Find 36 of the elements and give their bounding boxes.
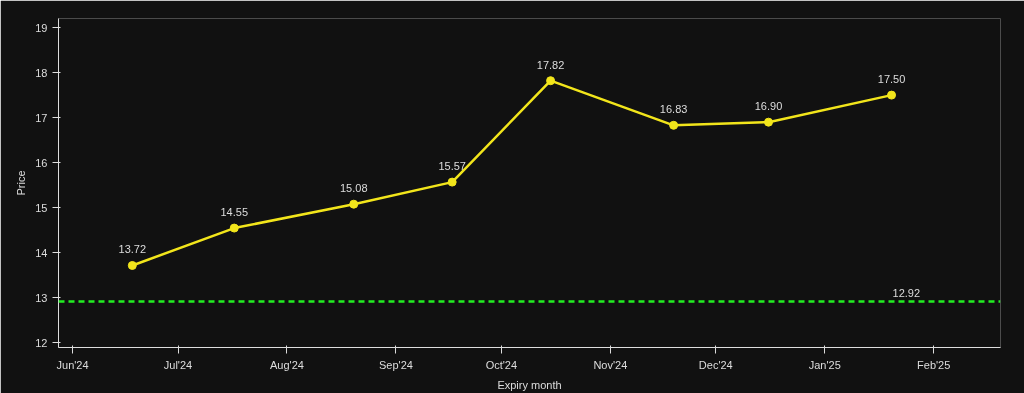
data-label: 14.55: [220, 206, 249, 219]
x-tick-label: Aug'24: [270, 358, 304, 371]
data-label: 16.83: [659, 103, 688, 116]
data-label: 17.82: [536, 58, 565, 71]
x-tick-label: Dec'24: [698, 358, 733, 371]
x-tick-label: Nov'24: [593, 358, 628, 371]
y-tick-label: 14: [35, 246, 48, 259]
data-label: 15.57: [438, 160, 466, 173]
point: [764, 117, 774, 127]
y-tick-label: 19: [35, 21, 48, 34]
y-tick-label: 13: [35, 291, 48, 304]
point: [887, 90, 897, 100]
y-tick-label: 18: [35, 66, 48, 79]
data-label: 16.90: [754, 100, 783, 113]
data-label: 15.08: [339, 182, 368, 195]
data-label: 13.72: [118, 243, 147, 256]
point: [349, 199, 359, 209]
x-tick-label: Feb'25: [917, 358, 951, 371]
x-axis-title: Expiry month: [497, 378, 562, 391]
point: [127, 260, 137, 270]
y-tick-label: 12: [35, 336, 48, 349]
x-tick-label: Jul'24: [163, 358, 193, 371]
y-tick-label: 16: [35, 156, 48, 169]
x-tick-label: Sep'24: [378, 358, 413, 371]
x-tick-label: Jan'25: [808, 358, 841, 371]
data-label: 17.50: [877, 73, 906, 86]
point: [229, 223, 239, 233]
point: [669, 120, 679, 130]
y-tick-label: 17: [35, 111, 48, 124]
point: [447, 177, 457, 187]
x-tick-label: Oct'24: [485, 358, 518, 371]
x-tick-label: Jun'24: [56, 358, 89, 371]
y-axis-title: Price: [15, 170, 28, 196]
y-tick-label: 15: [35, 201, 48, 214]
point: [546, 76, 556, 86]
ref-line-label: 12.92: [892, 286, 921, 299]
